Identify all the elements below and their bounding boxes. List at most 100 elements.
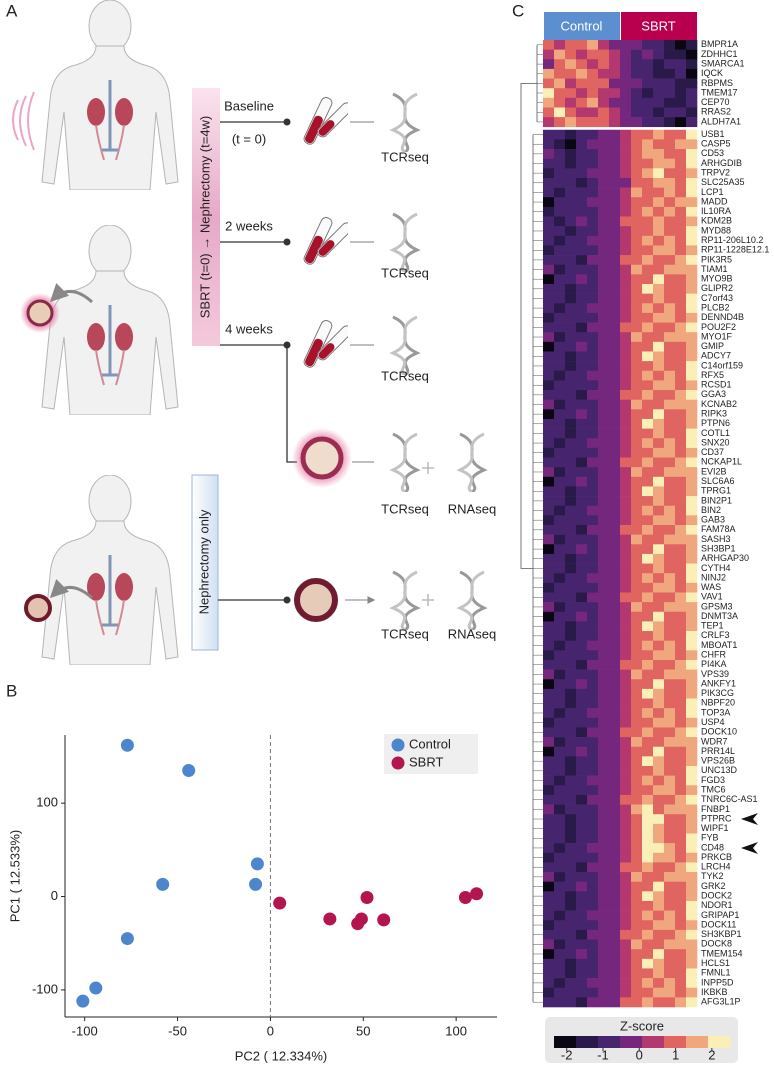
heatmap-cell [642, 149, 654, 159]
heatmap-cell [609, 467, 621, 478]
gene-label: NINJ2 [701, 572, 726, 582]
heatmap-cell [620, 900, 632, 911]
heatmap-cell [686, 177, 698, 188]
heatmap-cell [587, 968, 599, 979]
heatmap-cell [664, 312, 676, 323]
heatmap-cell [565, 149, 577, 159]
heatmap-cell [565, 370, 577, 381]
heatmap-cell [664, 88, 676, 99]
heatmap-cell [642, 351, 654, 362]
heatmap-cell [576, 428, 588, 439]
heatmap-cell [642, 949, 654, 960]
heatmap-cell [543, 766, 555, 776]
heatmap-cell [631, 399, 643, 410]
gene-label: GMIP [701, 341, 724, 351]
heatmap-cell [598, 872, 610, 882]
heatmap-cell [587, 804, 599, 815]
heatmap-cell [609, 843, 621, 854]
heatmap-cell [609, 987, 621, 998]
heatmap-cell [664, 107, 676, 118]
gene-label: MBOAT1 [701, 640, 737, 650]
gene-label: SNX20 [701, 437, 730, 447]
heatmap-cell [642, 775, 654, 786]
heatmap-cell [598, 563, 610, 574]
heatmap-cell [587, 775, 599, 786]
gene-label: RCSD1 [701, 380, 732, 390]
heatmap-cell [653, 158, 665, 169]
heatmap-cell [543, 177, 555, 188]
heatmap-cell [675, 794, 687, 805]
heatmap-cell [620, 390, 632, 400]
heatmap-cell [554, 669, 566, 680]
heatmap-cell [653, 688, 665, 699]
heatmap-cell [653, 68, 665, 79]
heatmap-cell [609, 129, 621, 140]
heatmap-cell [620, 467, 632, 478]
heatmap-cell [609, 582, 621, 593]
heatmap-cell [554, 303, 566, 314]
heatmap-cell [609, 274, 621, 285]
heatmap-cell [554, 206, 566, 217]
heatmap-cell [642, 486, 654, 497]
heatmap-cell [675, 997, 687, 1008]
heatmap-cell [653, 380, 665, 391]
heatmap-cell [609, 534, 621, 545]
heatmap-cell [554, 737, 566, 748]
heatmap-cell [587, 139, 599, 150]
heatmap-cell [631, 727, 643, 738]
heatmap-cell [587, 49, 599, 60]
heatmap-cell [620, 525, 632, 535]
heatmap-cell [587, 351, 599, 362]
heatmap-cell [565, 274, 577, 285]
heatmap-cell [686, 833, 698, 844]
heatmap-cell [609, 168, 621, 179]
heatmap-cell [609, 438, 621, 449]
heatmap-cell [576, 698, 588, 709]
heatmap-cell [565, 206, 577, 217]
heatmap-cell [609, 727, 621, 738]
heatmap-cell [642, 68, 654, 79]
heatmap-cell [554, 785, 566, 796]
heatmap-cell [675, 107, 687, 118]
heatmap-cell [653, 399, 665, 410]
heatmap-cell [642, 129, 654, 140]
heatmap-cell [598, 679, 610, 690]
heatmap-cell [675, 525, 687, 535]
heatmap-cell [686, 775, 698, 786]
heatmap-cell [576, 978, 588, 989]
heatmap-cell [620, 496, 632, 507]
heatmap-cell [686, 920, 698, 931]
heatmap-cell [554, 370, 566, 381]
heatmap-cell [664, 245, 676, 256]
heatmap-cell [587, 958, 599, 969]
heatmap-cell [576, 553, 588, 564]
heatmap-cell [565, 843, 577, 854]
heatmap-cell [653, 843, 665, 854]
heatmap-cell [554, 515, 566, 526]
heatmap-cell [565, 544, 577, 555]
heatmap-cell [565, 361, 577, 372]
heatmap-cell [587, 107, 599, 118]
legend-label: SBRT [409, 754, 443, 769]
heatmap-cell [631, 274, 643, 285]
heatmap-cell [587, 929, 599, 940]
heatmap-cell [554, 794, 566, 805]
heatmap-cell [620, 794, 632, 805]
gene-label: PIK3CG [701, 688, 734, 698]
heatmap-cell [620, 573, 632, 584]
heatmap-cell [642, 910, 654, 921]
heatmap-cell [642, 814, 654, 825]
heatmap-cell [664, 40, 676, 50]
gene-label: TOP3A [701, 707, 730, 717]
heatmap-cell [653, 929, 665, 940]
heatmap-cell [565, 872, 577, 882]
gene-label: GPSM3 [701, 601, 733, 611]
heatmap-cell [686, 59, 698, 70]
heatmap-cell [543, 149, 555, 159]
heatmap-cell [576, 804, 588, 815]
heatmap-cell [554, 97, 566, 108]
heatmap-cell [653, 476, 665, 487]
heatmap-cell [620, 187, 632, 198]
heatmap-cell [609, 107, 621, 118]
heatmap-cell [675, 206, 687, 217]
